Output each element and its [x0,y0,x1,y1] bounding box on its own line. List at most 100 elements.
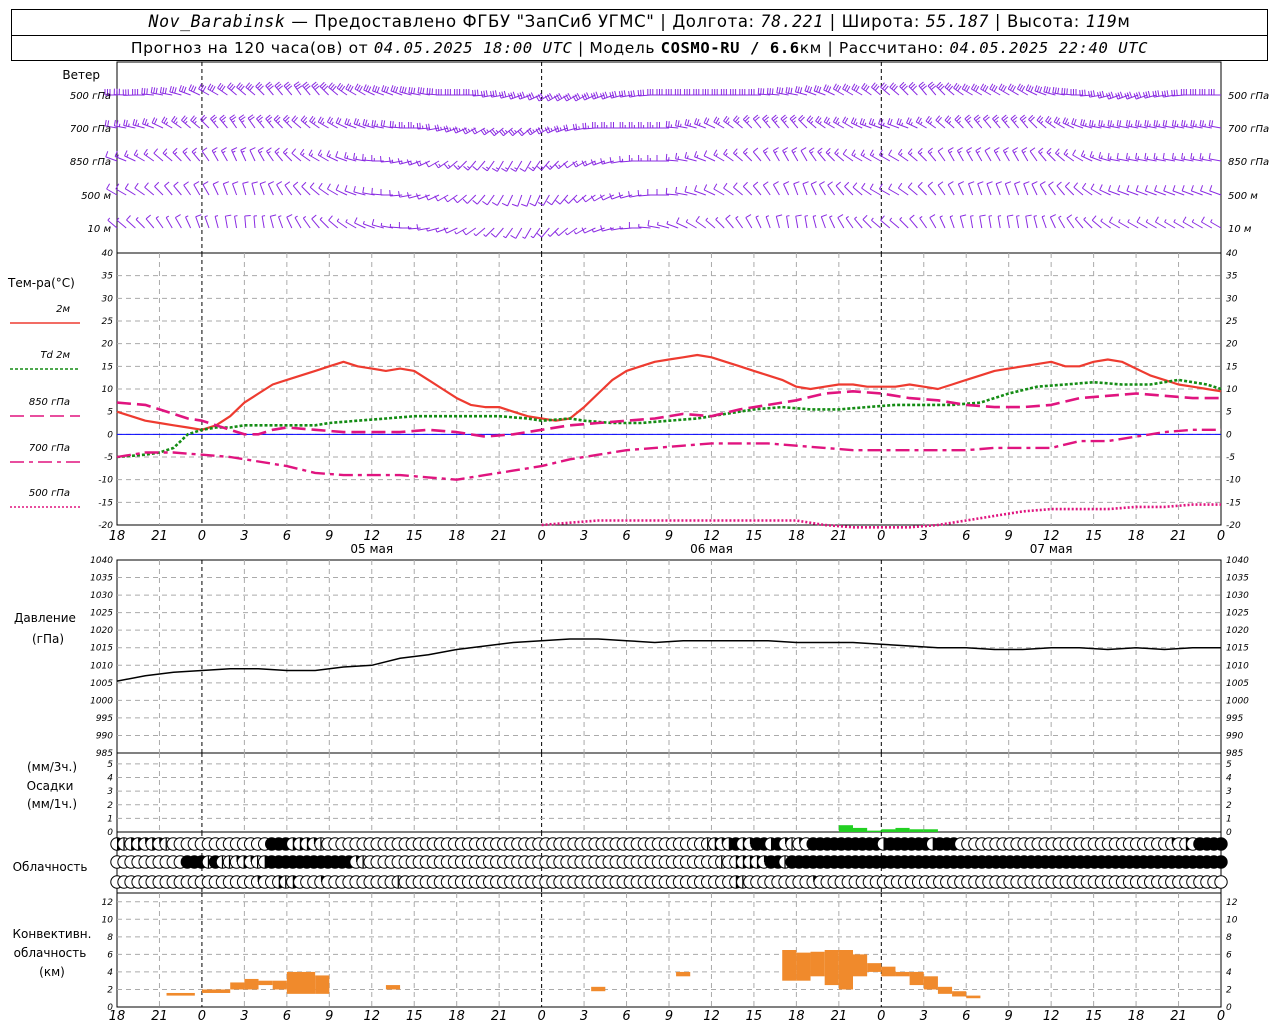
wind-barb [1021,147,1029,162]
wind-barb [472,194,486,205]
wind-barb-shaft [988,216,992,229]
series-line-td2m [116,378,1222,459]
wind-barb-feather [806,85,810,92]
wind-barb [776,86,789,96]
wind-barb-feather [1147,90,1151,97]
wind-barb [162,148,173,162]
wind-barb-half-feather [828,121,831,125]
wind-barb-half-feather [1164,219,1167,223]
wind-barb-feather [821,214,828,218]
wind-barb-feather [973,114,980,120]
wind-barb-half-feather [827,151,831,155]
pressure-tick-right: 1010 [1226,661,1249,671]
wind-barb [1089,151,1102,162]
wind-barb-feather [1144,152,1147,160]
convective-cloud-panel [166,950,981,999]
wind-barb-feather [554,230,559,237]
wind-barb-half-feather [504,129,508,133]
wind-barb-shaft [106,188,118,196]
wind-barb-shaft [182,151,191,162]
wind-barb-half-feather [812,215,817,217]
wind-barb [311,214,320,229]
wind-barb-feather [1116,119,1119,127]
wind-barb-shaft [1016,216,1020,229]
wind-barb-half-feather [948,120,952,124]
wind-barb [169,85,182,96]
wind-barb-feather [376,86,380,93]
wind-barb-feather [874,85,880,91]
wind-barb-feather [703,117,708,124]
wind-barb [815,115,826,129]
wind-barb-feather [372,85,376,92]
wind-barb-shaft [694,123,706,129]
wind-barb-half-feather [232,150,236,153]
wind-barb-feather [107,120,110,127]
wind-barb-feather [282,114,288,120]
wind-barb-feather [832,116,837,123]
wind-barb-feather [782,116,788,122]
wind-barb-shaft [265,118,274,129]
wind-barb-shaft [124,155,136,162]
wind-barb [1088,90,1102,98]
wind-barb-shaft [173,185,182,196]
x-tick-label-bottom: 6 [283,1009,291,1024]
pressure-tick-left: 1035 [90,574,113,584]
temp-tick-left: 0 [107,430,113,440]
wind-barb-feather [249,85,254,91]
wind-barb [517,91,532,100]
wind-barb [408,122,421,129]
wind-barb-feather [695,215,700,222]
wind-barb-shaft [793,183,799,196]
wind-barb-feather [153,87,156,94]
wind-barb-feather [852,182,858,188]
wind-barb-feather [992,114,998,120]
wind-barb [371,155,384,162]
wind-barb-feather [150,86,153,94]
wind-barb [609,90,624,99]
wind-barb-feather [249,116,255,121]
wind-barb-feather [565,124,569,131]
wind-barb-shaft [1126,190,1139,196]
wind-barb [308,149,320,162]
wind-barb-feather [492,90,495,97]
wind-barb-shaft [1200,190,1212,196]
wind-barb-feather [521,203,528,207]
wind-barb-half-feather [222,150,226,154]
wind-barb-feather [145,214,152,220]
precip-tick-left: 5 [107,760,113,770]
wind-barb [426,227,440,232]
wind-barb-feather [861,82,866,89]
wind-barb [406,159,421,166]
wind-barb-shaft [1210,221,1222,229]
wind-barb-feather [733,115,738,121]
wind-barb-half-feather [565,232,568,236]
wind-barb-feather [240,147,247,151]
wind-barb [1208,89,1221,96]
wind-barb-feather [937,147,944,152]
wind-barb-feather [367,86,372,93]
wind-barb-half-feather [1041,215,1046,218]
wind-barb-feather [1012,116,1018,122]
wind-barb-feather [491,201,498,206]
wind-barb-shaft [593,160,605,166]
wind-barb [1208,152,1222,162]
x-tick-label-bottom: 18 [1128,1009,1145,1024]
wind-barb-shaft [566,160,578,169]
wind-barb-shaft [1080,124,1093,129]
wind-barb [752,181,762,196]
wind-barb-feather [549,93,553,99]
wind-barb [628,155,642,162]
wind-barb [1034,85,1047,96]
wind-barb-half-feather [949,150,953,154]
wind-barb-half-feather [1137,156,1140,160]
wind-barb-shaft [253,216,256,229]
wind-barb [210,114,219,129]
wind-barb-shaft [936,86,946,96]
wind-barb-shaft [273,119,283,129]
wind-barb [1043,85,1056,96]
wind-barb [563,93,578,102]
x-tick-label-bottom: 15 [746,1009,763,1024]
wind-barb-shaft [947,184,955,196]
wind-barb-shaft [851,122,863,129]
wind-barb-shaft [214,216,219,229]
